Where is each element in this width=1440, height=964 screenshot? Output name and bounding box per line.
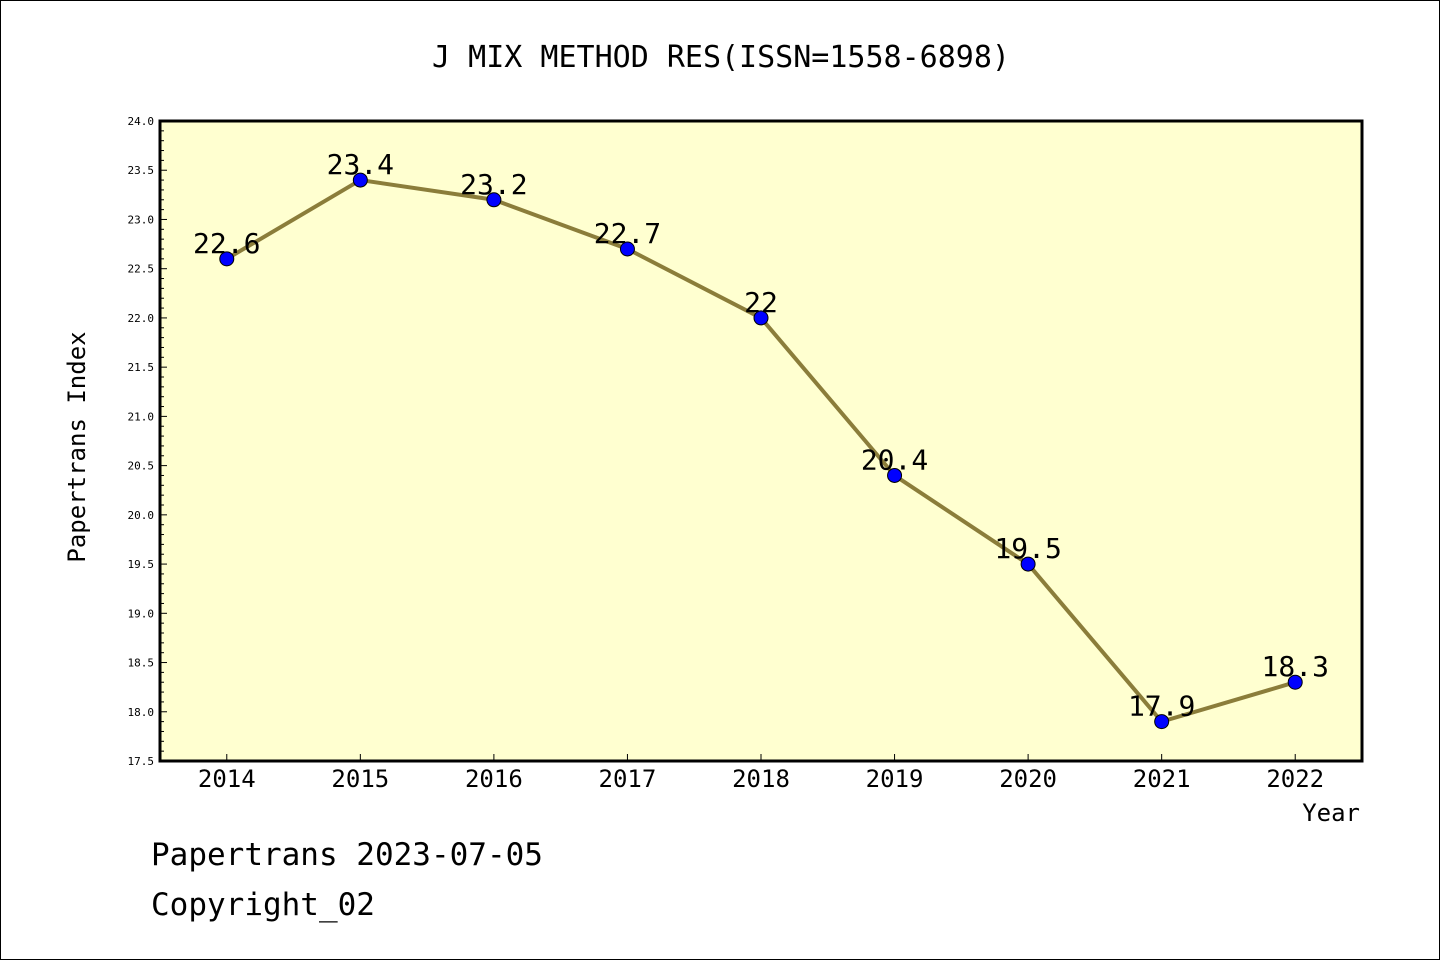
data-label: 17.9: [1128, 690, 1195, 723]
x-tick-label: 2017: [599, 765, 657, 793]
x-tick-label: 2018: [732, 765, 790, 793]
plot-border: [158, 119, 1364, 763]
y-tick-label: 21.5: [128, 361, 155, 374]
y-tick-label: 18.0: [128, 706, 155, 719]
data-point: [486, 192, 502, 208]
y-tick-label: 24.0: [128, 115, 155, 128]
y-tick-label: 19.0: [128, 607, 155, 620]
chart-title: J MIX METHOD RES(ISSN=1558-6898): [432, 40, 1010, 75]
x-tick-label: 2019: [866, 765, 924, 793]
x-tick-label: 2016: [465, 765, 523, 793]
x-tick-label: 2015: [331, 765, 389, 793]
data-label: 19.5: [994, 532, 1061, 565]
plot-background: [160, 121, 1362, 761]
y-tick-label: 19.5: [128, 558, 155, 571]
y-tick-label: 23.5: [128, 164, 155, 177]
footer-date-text: Papertrans 2023-07-05: [151, 837, 543, 873]
data-label: 23.2: [460, 168, 527, 201]
data-label: 23.4: [327, 148, 394, 181]
y-tick-label: 21.0: [128, 410, 155, 423]
data-point: [887, 467, 903, 483]
x-tick-label: 2022: [1266, 765, 1324, 793]
data-point: [619, 241, 635, 257]
data-label: 22: [744, 286, 778, 319]
data-label: 18.3: [1262, 650, 1329, 683]
data-label: 22.6: [193, 227, 260, 260]
y-tick-label: 17.5: [128, 755, 155, 768]
data-label: 22.7: [594, 217, 661, 250]
x-tick-label: 2014: [198, 765, 256, 793]
y-tick-label: 18.5: [128, 657, 155, 670]
y-tick-label: 20.0: [128, 509, 155, 522]
x-tick-label: 2020: [999, 765, 1057, 793]
y-tick-label: 20.5: [128, 460, 155, 473]
data-point: [1287, 674, 1303, 690]
y-tick-label: 22.0: [128, 312, 155, 325]
data-point: [1154, 714, 1170, 730]
footer-copyright-text: Copyright_02: [151, 887, 375, 923]
x-tick-label: 2021: [1133, 765, 1191, 793]
data-label: 20.4: [861, 443, 928, 476]
data-point: [1020, 556, 1036, 572]
data-point: [352, 172, 368, 188]
x-axis-label: Year: [1302, 799, 1360, 827]
y-tick-label: 23.0: [128, 213, 155, 226]
data-point: [753, 310, 769, 326]
y-axis-label: Papertrans Index: [63, 331, 91, 562]
plot-area: 17.5 18.0 18.5 19.0 19.5 20.0 20.5 21.0 21.5 22.0…: [128, 115, 1364, 793]
data-point: [219, 251, 235, 267]
y-tick-label: 22.5: [128, 263, 155, 276]
